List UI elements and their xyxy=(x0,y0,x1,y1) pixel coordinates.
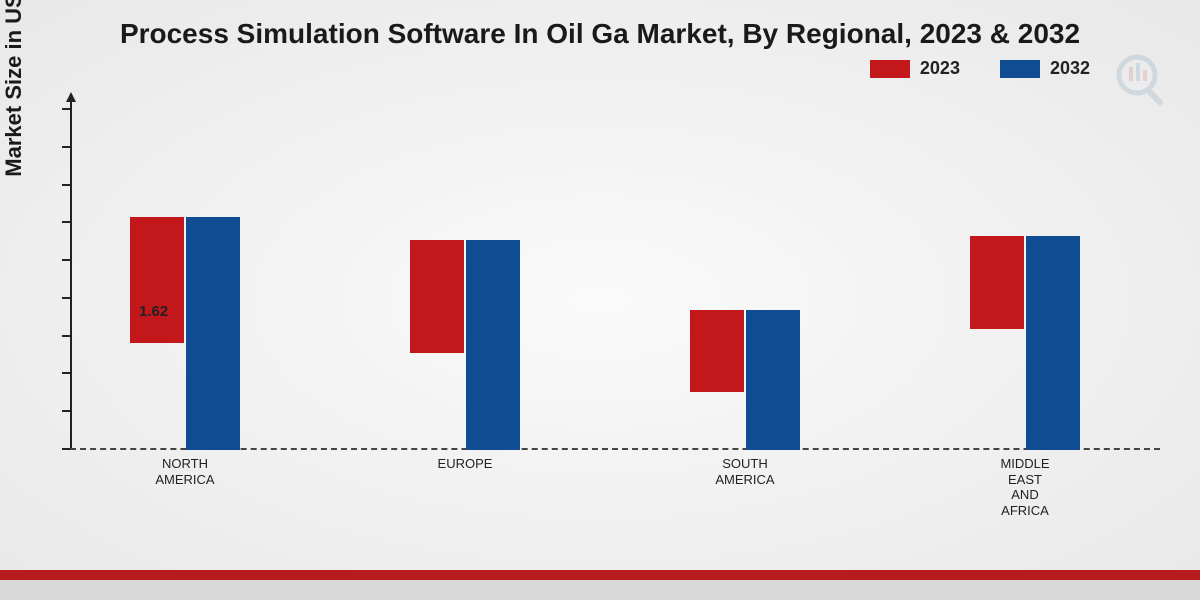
legend-item-2032: 2032 xyxy=(1000,58,1090,79)
y-tick xyxy=(62,297,70,299)
x-axis-label: NORTH AMERICA xyxy=(125,456,245,487)
bar-2032 xyxy=(186,217,240,450)
bar-group xyxy=(410,240,520,450)
x-labels-container: NORTH AMERICA EUROPE SOUTH AMERICA MIDDLE E… xyxy=(70,450,1160,540)
y-tick xyxy=(62,372,70,374)
footer-red-stripe xyxy=(0,570,1200,580)
bar-2023 xyxy=(130,217,184,343)
footer-bar xyxy=(0,570,1200,600)
y-axis-line xyxy=(70,100,72,450)
bar-2032 xyxy=(746,310,800,450)
footer-grey-stripe xyxy=(0,580,1200,600)
bar-value-label: 1.62 xyxy=(139,303,168,320)
y-tick xyxy=(62,335,70,337)
legend-label-2023: 2023 xyxy=(920,58,960,79)
y-tick xyxy=(62,146,70,148)
bar-2023 xyxy=(970,236,1024,329)
y-tick xyxy=(62,221,70,223)
y-tick xyxy=(62,410,70,412)
bar-2032 xyxy=(1026,236,1080,450)
bar-group xyxy=(130,217,240,450)
y-tick xyxy=(62,259,70,261)
y-axis-label: Market Size in USD Billion xyxy=(1,0,27,177)
x-axis-label: MIDDLE EAST AND AFRICA xyxy=(965,456,1085,518)
bar-2023 xyxy=(690,310,744,392)
bar-group xyxy=(970,236,1080,450)
bar-2032 xyxy=(466,240,520,450)
legend: 2023 2032 xyxy=(870,58,1090,79)
legend-swatch-2023 xyxy=(870,60,910,78)
y-tick xyxy=(62,184,70,186)
x-axis-label: EUROPE xyxy=(405,456,525,472)
legend-item-2023: 2023 xyxy=(870,58,960,79)
y-tick xyxy=(62,108,70,110)
bar-group xyxy=(690,310,800,450)
legend-swatch-2032 xyxy=(1000,60,1040,78)
x-axis-label: SOUTH AMERICA xyxy=(685,456,805,487)
plot-area: 1.62 xyxy=(70,100,1160,450)
y-tick xyxy=(62,448,70,450)
legend-label-2032: 2032 xyxy=(1050,58,1090,79)
bar-2023 xyxy=(410,240,464,353)
chart-title: Process Simulation Software In Oil Ga Ma… xyxy=(0,0,1200,50)
